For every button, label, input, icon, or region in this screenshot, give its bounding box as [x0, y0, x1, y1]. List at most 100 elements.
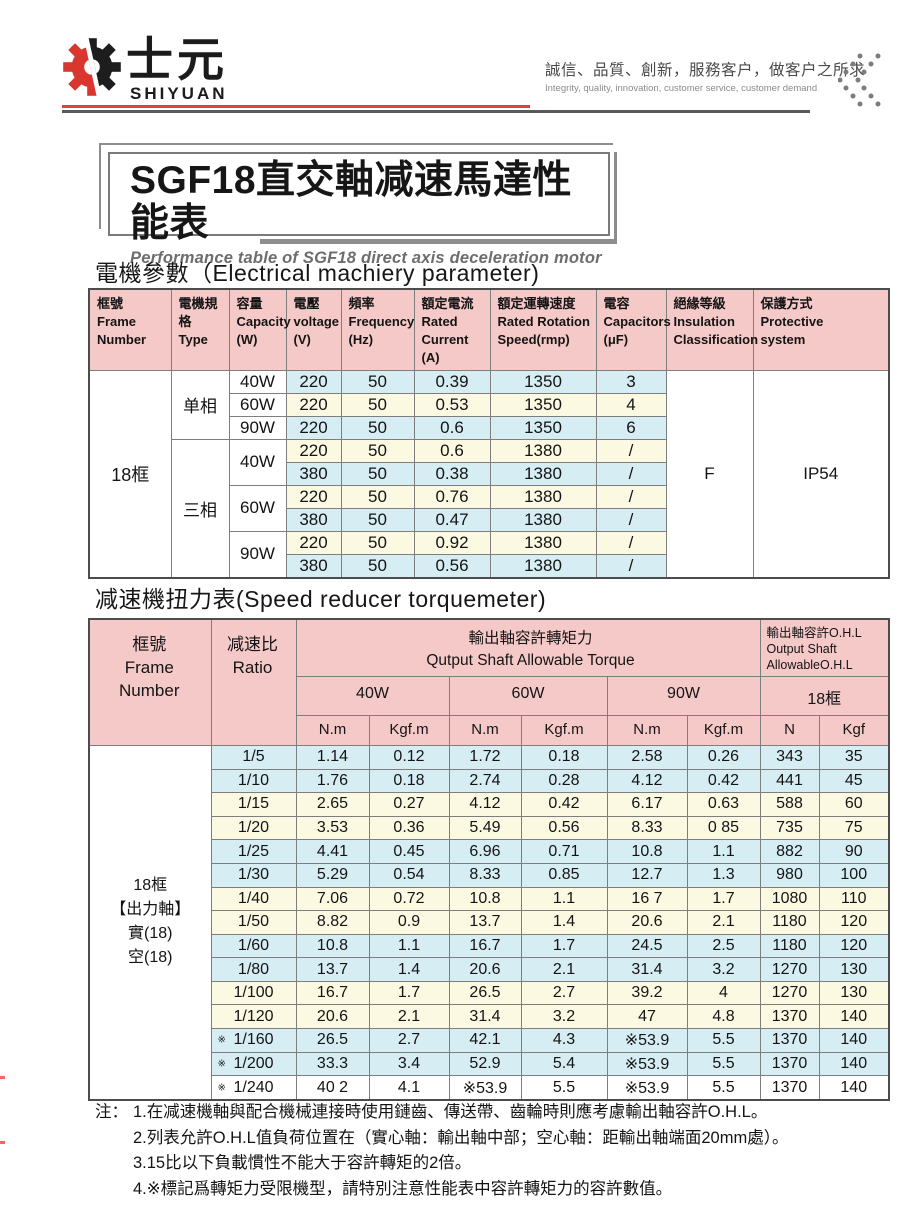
torque-value-cell: 1080 [759, 886, 820, 912]
torque-value-cell: 4.1 [368, 1075, 450, 1101]
torque-value-cell: 5.5 [686, 1075, 761, 1101]
frame-header-line: Number [119, 680, 180, 700]
ratio-header-line: Ratio [232, 657, 273, 677]
protection-cell: IP54 [752, 369, 890, 579]
torque-value-cell: 2.7 [520, 980, 608, 1006]
ratio-value: 1/15 [237, 795, 270, 813]
phase-type-cell: 单相 [170, 369, 230, 440]
torque-value-cell: 5.5 [686, 1051, 761, 1077]
frame-number-header: 框號 Frame Number [88, 618, 212, 746]
torque-value-cell: 2.58 [606, 744, 688, 770]
torque-value-cell: 140 [818, 1004, 890, 1030]
torque-value-cell: 1370 [759, 1028, 820, 1053]
ratio-cell: 1/80 [210, 957, 297, 982]
unit-header: N.m [295, 714, 370, 746]
torque-value-cell: 343 [759, 744, 820, 770]
torque-value-cell: 0.12 [368, 744, 450, 770]
torque-value-cell: 0.18 [368, 768, 450, 794]
column-header-line: Current [421, 331, 469, 347]
column-header-line: 頻率 [348, 296, 375, 311]
torque-value-cell: 0.63 [686, 792, 761, 817]
column-header-line: voltage [293, 313, 340, 329]
torque-value-cell: 12.7 [606, 862, 688, 888]
footnotes: 注： 1.在减速機軸與配合機械連接時使用鏈齒、傳送帶、齒輪時則應考慮輸出軸容許O… [95, 1100, 885, 1202]
value-cell: 0.39 [413, 369, 491, 394]
torque-value-cell: 2.1 [520, 957, 608, 982]
torque-value-cell: 1.4 [368, 957, 450, 982]
column-header-line: 絕緣等級 [673, 296, 726, 311]
torque-value-cell: 75 [818, 815, 890, 841]
torque-value-cell: 35 [818, 744, 890, 770]
torque-value-cell: 6.17 [606, 792, 688, 817]
power-header-60w: 60W [448, 675, 608, 716]
section-heading-electrical: 電機參數（Electrical machiery parameter) [95, 260, 540, 286]
ratio-value: 1/10 [237, 771, 270, 789]
torque-value-cell: ※53.9 [606, 1075, 688, 1101]
table-row: ※ 1/160 26.5 2.7 42.1 4.3 ※53.9 5.5 1370 140 [89, 1028, 890, 1053]
value-cell: 50 [340, 438, 415, 463]
table-row: 1/50 8.82 0.9 13.7 1.4 20.6 2.1 1180 120 [89, 910, 890, 935]
torque-value-cell: 3.53 [295, 815, 370, 841]
torque-value-cell: 5.5 [686, 1028, 761, 1053]
torque-value-cell: 0.26 [686, 744, 761, 770]
torque-value-cell: 0.45 [368, 839, 450, 864]
value-cell: 380 [285, 507, 342, 532]
torque-value-cell: 1370 [759, 1051, 820, 1077]
torque-value-cell: 47 [606, 1004, 688, 1030]
column-header-line: Protective [760, 313, 824, 329]
torque-value-cell: 882 [759, 839, 820, 864]
torque-value-cell: 3.4 [368, 1051, 450, 1077]
value-cell: 1380 [489, 484, 597, 509]
torque-value-cell: 120 [818, 933, 890, 959]
ratio-cell: 1/15 [210, 792, 297, 817]
title-box: SGF18直交軸减速馬達性能表 Performance table of SGF… [99, 143, 617, 267]
torque-value-cell: 0.85 [520, 862, 608, 888]
scan-artifact-mark [0, 1076, 5, 1079]
value-cell: 1380 [489, 553, 597, 579]
torque-value-cell: 10.8 [448, 886, 522, 912]
page-title: SGF18直交軸减速馬達性能表 [130, 159, 573, 245]
note-item: 1.在减速機軸與配合機械連接時使用鏈齒、傳送帶、齒輪時則應考慮輸出軸容許O.H.… [133, 1103, 768, 1121]
value-cell: 220 [285, 438, 342, 463]
table-row: 18框 单相 40W 220 50 0.39 1350 3 F IP54 [88, 369, 890, 579]
torque-value-cell: 1180 [759, 910, 820, 935]
value-cell: 220 [285, 369, 342, 394]
value-cell: 1380 [489, 461, 597, 486]
column-header-line: 框號 [97, 296, 124, 311]
table-row: 1/120 20.6 2.1 31.4 3.2 47 4.8 1370 140 [89, 1004, 890, 1030]
table-row: 1/20 3.53 0.36 5.49 0.56 8.33 0 85 735 75 [89, 815, 890, 841]
value-cell: 1350 [489, 392, 597, 417]
column-header-line: 電容 [603, 296, 630, 311]
torque-value-cell: 33.3 [295, 1051, 370, 1077]
value-cell: 0.76 [413, 484, 491, 509]
ratio-value: 1/60 [237, 936, 270, 954]
ratio-cell: 1/10 [210, 768, 297, 794]
torque-value-cell: 13.7 [295, 957, 370, 982]
torque-value-cell: 140 [818, 1075, 890, 1101]
torque-value-cell: 441 [759, 768, 820, 794]
unit-header: Kgf.m [368, 714, 450, 746]
column-header-line: Type [178, 331, 208, 347]
column-header: 額定電流 Rated Current (A) [413, 288, 491, 371]
frame-label-line: 空(18) [128, 949, 173, 967]
page-subtitle: Performance table of SGF18 direct axis d… [130, 248, 602, 267]
torque-value-cell: 20.6 [295, 1004, 370, 1030]
value-cell: 220 [285, 415, 342, 440]
torque-header-line: 輸出軸容許轉矩力 [468, 630, 593, 647]
table-row: 1/25 4.41 0.45 6.96 0.71 10.8 1.1 882 90 [89, 839, 890, 864]
value-cell: 3 [595, 369, 667, 394]
brand-name-cn: 士元 [126, 33, 228, 86]
column-header-line: Capacitors [603, 313, 671, 329]
torque-value-cell: 1.1 [686, 839, 761, 864]
torque-value-cell: 26.5 [295, 1028, 370, 1053]
column-header-line: 額定運轉速度 [497, 296, 576, 311]
torque-value-cell: 0.56 [520, 815, 608, 841]
ratio-cell: 1/40 [210, 886, 297, 912]
table-row: 1/100 16.7 1.7 26.5 2.7 39.2 4 1270 130 [89, 980, 890, 1006]
torque-value-cell: ※53.9 [606, 1028, 688, 1053]
value-cell: 220 [285, 530, 342, 555]
torque-value-cell: 1.1 [520, 886, 608, 912]
torque-value-cell: 4.12 [606, 768, 688, 794]
torque-value-cell: 1.1 [368, 933, 450, 959]
value-cell: 0.6 [413, 415, 491, 440]
